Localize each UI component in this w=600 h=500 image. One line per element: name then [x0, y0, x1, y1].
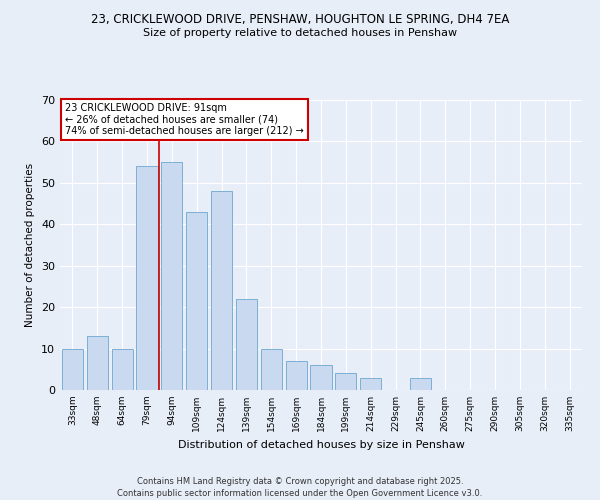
Bar: [360, 378, 381, 390]
Bar: [236, 299, 257, 390]
Bar: [136, 166, 158, 390]
Text: Size of property relative to detached houses in Penshaw: Size of property relative to detached ho…: [143, 28, 457, 38]
Bar: [335, 374, 356, 390]
Bar: [87, 336, 108, 390]
Text: 23, CRICKLEWOOD DRIVE, PENSHAW, HOUGHTON LE SPRING, DH4 7EA: 23, CRICKLEWOOD DRIVE, PENSHAW, HOUGHTON…: [91, 12, 509, 26]
Bar: [286, 361, 307, 390]
X-axis label: Distribution of detached houses by size in Penshaw: Distribution of detached houses by size …: [178, 440, 464, 450]
Bar: [310, 365, 332, 390]
Bar: [261, 348, 282, 390]
Bar: [211, 191, 232, 390]
Text: Contains HM Land Registry data © Crown copyright and database right 2025.
Contai: Contains HM Land Registry data © Crown c…: [118, 476, 482, 498]
Bar: [161, 162, 182, 390]
Bar: [62, 348, 83, 390]
Bar: [112, 348, 133, 390]
Text: 23 CRICKLEWOOD DRIVE: 91sqm
← 26% of detached houses are smaller (74)
74% of sem: 23 CRICKLEWOOD DRIVE: 91sqm ← 26% of det…: [65, 103, 304, 136]
Y-axis label: Number of detached properties: Number of detached properties: [25, 163, 35, 327]
Bar: [186, 212, 207, 390]
Bar: [410, 378, 431, 390]
